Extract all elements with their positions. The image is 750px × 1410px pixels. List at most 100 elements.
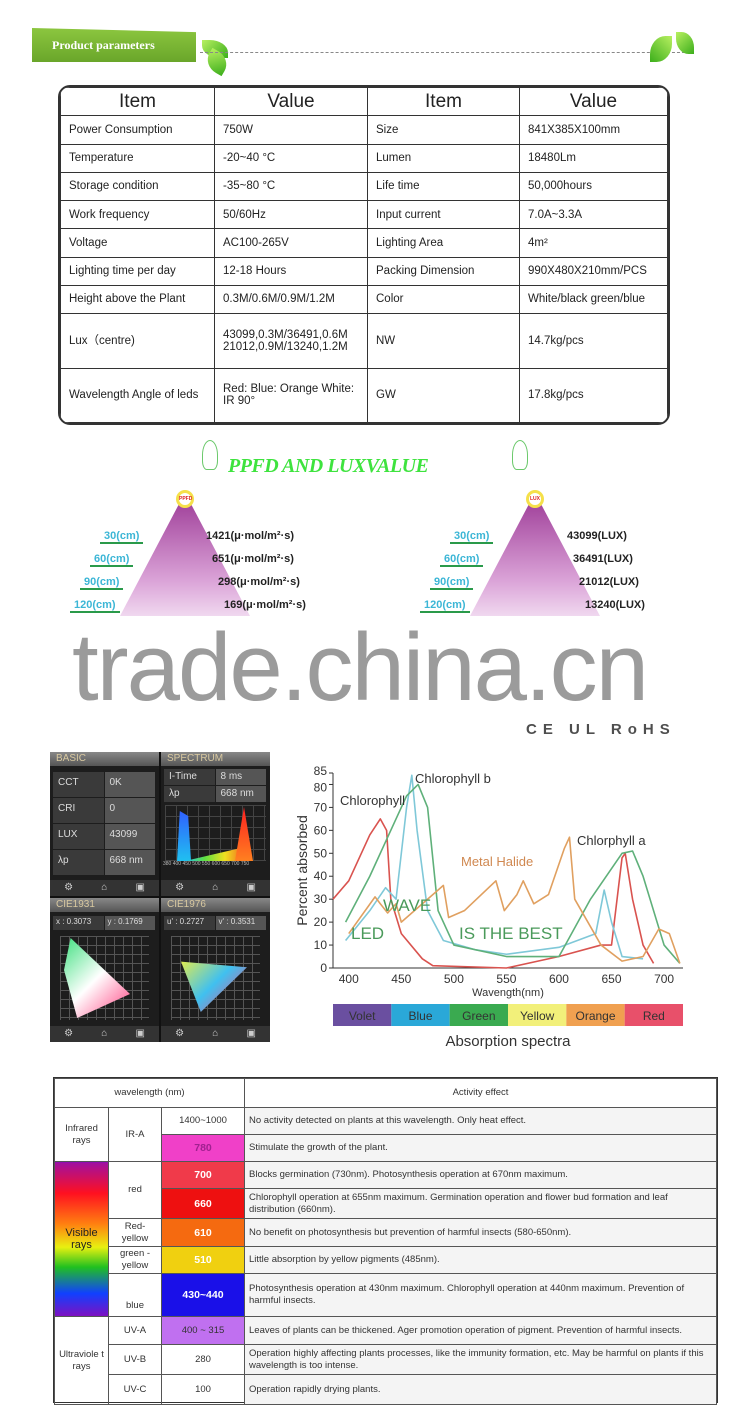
section-title-ribbon: Product parameters	[32, 28, 196, 62]
save-icon[interactable]: ▣	[135, 882, 145, 893]
param-value: 750W	[214, 115, 368, 145]
wavelength-cell: 610	[161, 1218, 245, 1247]
table-row: Lighting time per day 12-18 Hours Packing …	[60, 256, 668, 286]
chart-annotation: Metal Halide	[461, 854, 533, 869]
save-icon[interactable]: ▣	[246, 1028, 256, 1039]
param-label: Lumen	[367, 143, 520, 173]
screen-toolbar: ⚙ ⌂ ▣	[50, 1026, 159, 1042]
spectrum-band	[508, 1004, 567, 1026]
band-uv-a: UV-A	[108, 1316, 162, 1345]
screen-title: CIE1931	[50, 898, 159, 912]
height-label: 120(cm)	[70, 599, 120, 613]
effect-cell: Photosynthesis operation at 430nm maximu…	[244, 1273, 717, 1317]
effect-cell: No activity detected on plants at this w…	[244, 1107, 717, 1135]
meter-row: CCT 0K	[53, 772, 156, 797]
home-icon[interactable]: ⌂	[101, 1028, 108, 1039]
param-value: 50,000hours	[519, 171, 668, 202]
band-red: red	[108, 1161, 162, 1219]
cie-diagram	[60, 936, 149, 1020]
chart-annotation: Chlorophyll b	[415, 771, 491, 786]
gear-icon[interactable]: ⚙	[64, 882, 74, 893]
param-value: AC100-265V	[214, 228, 368, 258]
table-row: Wavelength Angle of leds Red: Blue: Orang…	[60, 367, 668, 423]
save-icon[interactable]: ▣	[135, 1028, 145, 1039]
level-value: 21012(LUX)	[579, 576, 639, 588]
param-value: 50/60Hz	[214, 200, 368, 230]
cie1931-screen: CIE1931 x : 0.3073 y : 0.1769 ⚙ ⌂ ▣	[50, 898, 159, 1042]
chart-annotation: LED	[351, 924, 384, 943]
spectrum-band	[624, 1004, 683, 1026]
gear-icon[interactable]: ⚙	[175, 1028, 185, 1039]
home-icon[interactable]: ⌂	[212, 1028, 219, 1039]
meter-value: y : 0.1769	[104, 916, 155, 930]
table-row: Power Consumption 750W Size 841X385X100mm	[60, 115, 668, 145]
param-label: Voltage	[60, 228, 215, 258]
spectrum-band-label: Blue	[408, 1009, 432, 1023]
column-header: Value	[214, 87, 368, 117]
chart-annotation: IS THE BEST	[459, 924, 563, 943]
spectrum-band	[333, 1004, 392, 1026]
level-value: 651(μ·mol/m²·s)	[212, 553, 294, 565]
y-tick-label: 85	[314, 765, 328, 778]
table-row: Work frequency 50/60Hz Input current 7.0A~3…	[60, 200, 668, 230]
band-uv-b: UV-B	[108, 1344, 162, 1375]
y-tick-label: 30	[314, 892, 328, 906]
header-activity: Activity effect	[244, 1078, 717, 1108]
table-header: Item Value Item Value	[60, 87, 668, 117]
meter-label: λp	[53, 850, 104, 875]
header-wavelength: wavelength (nm)	[54, 1078, 245, 1108]
meter-value: x : 0.3073	[53, 916, 104, 930]
home-icon[interactable]: ⌂	[212, 882, 219, 893]
param-label: Lux（centre)	[60, 313, 215, 369]
height-label: 90(cm)	[430, 576, 474, 590]
group-infrared: Infrared rays	[54, 1107, 109, 1162]
wavelength-cell: 430~440	[161, 1273, 245, 1317]
meter-value: u' : 0.2727	[164, 916, 215, 930]
chart-annotation: Chlorophyll	[340, 793, 405, 808]
spectrum-axis: 380 400 450 500 550 600 650 700 750	[163, 861, 250, 867]
ppfd-diagram: PPFD 30(cm) 1421(μ·mol/m²·s) 60(cm) 651(μ·mo…	[60, 490, 360, 616]
table-row: Temperature -20~40 °C Lumen 18480Lm	[60, 143, 668, 173]
y-tick-label: 20	[314, 915, 328, 929]
y-tick-label: 0	[320, 961, 327, 975]
table-row: Lux（centre) 43099,0.3M/36491,0.6M 21012,0…	[60, 313, 668, 369]
spectrum-screen: SPECTRUM I-Time 8 ms λp 668 nm 380 400 450…	[161, 752, 270, 896]
effect-cell: Operation rapidly drying plants.	[244, 1374, 717, 1405]
ppfd-title: PPFD AND LUXVALUE	[228, 455, 429, 477]
series-line-1	[344, 774, 644, 960]
param-label: Packing Dimension	[367, 256, 520, 286]
home-icon[interactable]: ⌂	[101, 882, 108, 893]
param-value: 17.8kg/pcs	[519, 367, 668, 423]
param-label: Color	[367, 284, 520, 315]
series-line-2	[344, 783, 681, 964]
gear-icon[interactable]: ⚙	[64, 1028, 74, 1039]
save-icon[interactable]: ▣	[246, 882, 256, 893]
meter-label: CCT	[53, 772, 104, 797]
screen-toolbar: ⚙ ⌂ ▣	[161, 880, 270, 896]
param-value: 12-18 Hours	[214, 256, 368, 286]
group-ultraviolet: Ultraviole t rays	[54, 1316, 109, 1405]
effect-cell: No benefit on photosynthesis but prevent…	[244, 1218, 717, 1247]
param-value: 990X480X210mm/PCS	[519, 256, 668, 286]
meter-row: LUX 43099	[53, 824, 156, 849]
left-badge: PPFD	[176, 490, 194, 508]
wavelength-cell: 700	[161, 1161, 245, 1189]
gear-icon[interactable]: ⚙	[175, 882, 185, 893]
height-label: 120(cm)	[420, 599, 470, 613]
param-label: Power Consumption	[60, 115, 215, 145]
light-bulb-icon	[512, 440, 528, 470]
param-value: 0.3M/0.6M/0.9M/1.2M	[214, 284, 368, 315]
param-label: Storage condition	[60, 171, 215, 202]
height-label: 30(cm)	[100, 530, 144, 544]
screen-toolbar: ⚙ ⌂ ▣	[50, 880, 159, 896]
param-value: -35~80 °C	[214, 171, 368, 202]
chart-title: Absorption spectra	[445, 1033, 571, 1050]
effect-cell: Leaves of plants can be thickened. Ager …	[244, 1316, 717, 1345]
wavelength-cell: 400 ~ 315	[161, 1316, 245, 1345]
spectrum-plot	[165, 805, 266, 861]
level-value: 169(μ·mol/m²·s)	[224, 599, 306, 611]
wavelength-effect-table: wavelength (nm) Activity effect Infrared …	[53, 1077, 718, 1405]
series-line-0	[332, 818, 655, 969]
spectrum-band-label: Yellow	[520, 1009, 555, 1023]
spectrum-band	[566, 1004, 625, 1026]
